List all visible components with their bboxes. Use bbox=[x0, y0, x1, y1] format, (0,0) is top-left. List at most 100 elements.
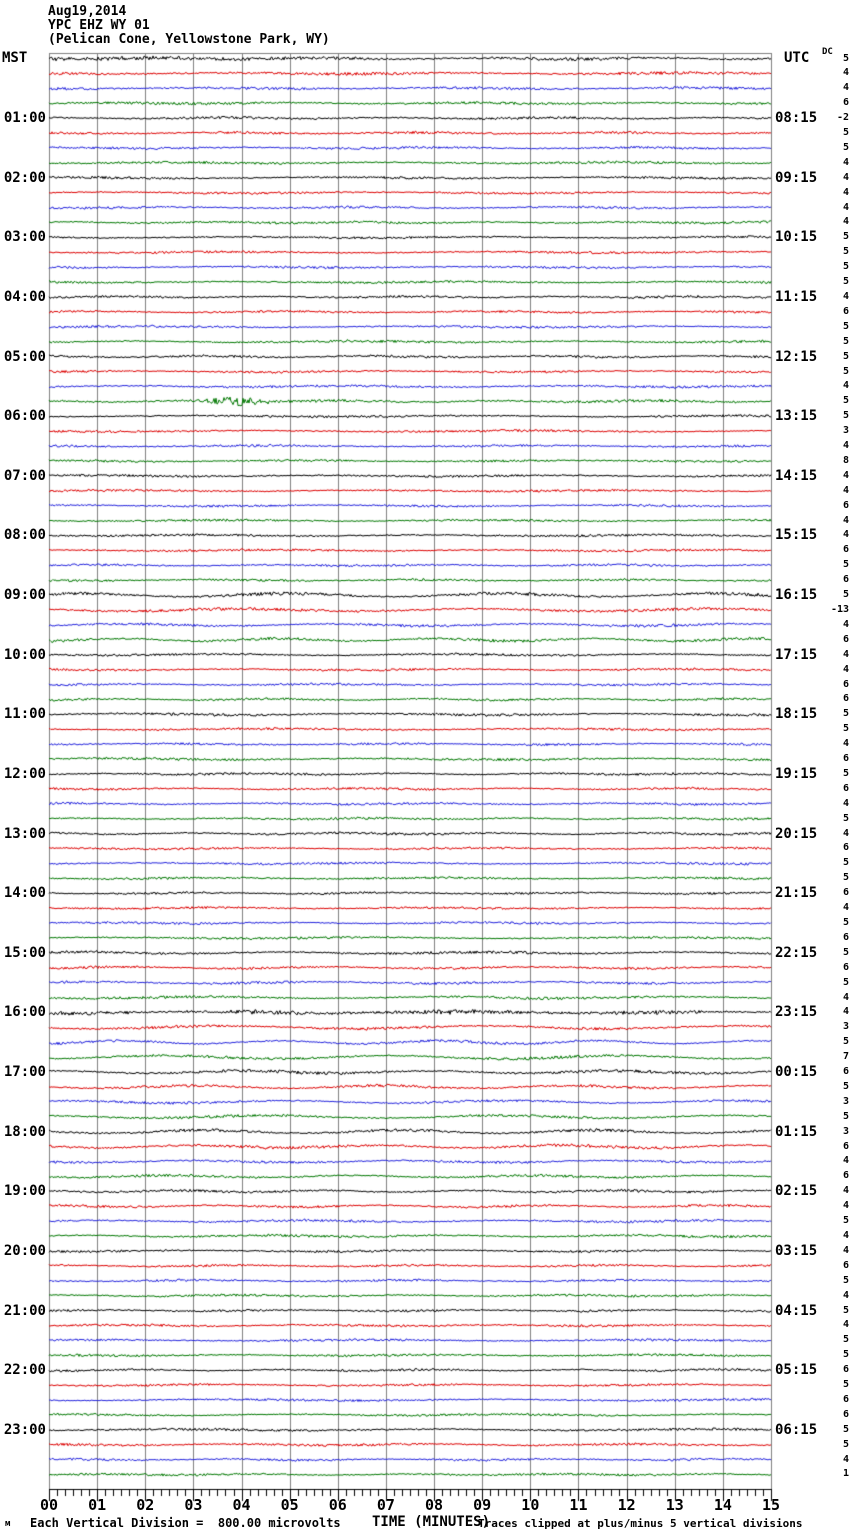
dc-value: 5 bbox=[842, 276, 849, 288]
utc-hour-label: 17:15 bbox=[775, 646, 818, 663]
x-axis-tick-label: 07 bbox=[376, 1496, 395, 1514]
mst-hour-label: 18:00 bbox=[3, 1123, 46, 1140]
mst-hour-label: 09:00 bbox=[3, 587, 46, 604]
mst-hour-label: 23:00 bbox=[3, 1421, 46, 1438]
x-axis-tick-label: 00 bbox=[39, 1496, 59, 1514]
dc-value: 4 bbox=[842, 440, 849, 452]
dc-value: 6 bbox=[842, 887, 849, 899]
utc-hour-label: 01:15 bbox=[775, 1123, 818, 1140]
dc-value: 4 bbox=[842, 469, 849, 481]
dc-value: 5 bbox=[842, 1036, 849, 1048]
dc-value: 4 bbox=[842, 82, 849, 94]
utc-hour-label: 14:15 bbox=[775, 467, 818, 484]
dc-value: 4 bbox=[842, 1319, 849, 1331]
mst-hour-label: 10:00 bbox=[3, 646, 46, 663]
mst-hour-label: 12:00 bbox=[3, 765, 46, 782]
dc-value: 4 bbox=[842, 648, 849, 660]
dc-value: 3 bbox=[842, 1095, 849, 1107]
utc-hour-label: 06:15 bbox=[775, 1421, 818, 1438]
clip-note: Traces clipped at plus/minus 5 vertical … bbox=[478, 1517, 803, 1530]
dc-value: 4 bbox=[842, 1185, 849, 1197]
x-axis-tick-label: 15 bbox=[761, 1496, 781, 1514]
mst-hour-label: 15:00 bbox=[3, 944, 46, 961]
dc-value: 6 bbox=[842, 1364, 849, 1376]
x-axis-tick-label: 04 bbox=[232, 1496, 251, 1514]
mst-hour-label: 11:00 bbox=[3, 706, 46, 723]
dc-value: 5 bbox=[842, 812, 849, 824]
dc-value: 5 bbox=[842, 857, 849, 869]
dc-value: 6 bbox=[842, 1140, 849, 1152]
mst-hour-label: 04:00 bbox=[3, 288, 46, 305]
x-axis-tick-label: 08 bbox=[425, 1496, 444, 1514]
x-axis-tick-label: 12 bbox=[617, 1496, 636, 1514]
dc-value: 4 bbox=[842, 991, 849, 1003]
mst-hour-label: 05:00 bbox=[3, 348, 46, 365]
utc-hour-label: 09:15 bbox=[775, 169, 818, 186]
dc-value: 4 bbox=[842, 216, 849, 228]
dc-value: 3 bbox=[842, 425, 849, 437]
dc-value: 1 bbox=[842, 1468, 849, 1480]
mst-hour-label: 06:00 bbox=[3, 408, 46, 425]
dc-value: 7 bbox=[842, 1051, 849, 1063]
dc-value: 6 bbox=[842, 1259, 849, 1271]
dc-value: -2 bbox=[836, 112, 849, 124]
dc-value: 6 bbox=[842, 1408, 849, 1420]
dc-value: 6 bbox=[842, 678, 849, 690]
mst-hour-label: 16:00 bbox=[3, 1004, 46, 1021]
dc-value: 5 bbox=[842, 723, 849, 735]
dc-value: 6 bbox=[842, 753, 849, 765]
dc-value: 5 bbox=[842, 350, 849, 362]
dc-value: 6 bbox=[842, 693, 849, 705]
x-axis-tick-label: 09 bbox=[473, 1496, 492, 1514]
utc-hour-label: 10:15 bbox=[775, 229, 818, 246]
utc-hour-label: 16:15 bbox=[775, 587, 818, 604]
dc-value: 5 bbox=[842, 395, 849, 407]
left-timezone-label: MST bbox=[2, 50, 28, 66]
mst-hour-label: 14:00 bbox=[3, 885, 46, 902]
dc-value: 4 bbox=[842, 156, 849, 168]
dc-value: 5 bbox=[842, 320, 849, 332]
dc-value: 6 bbox=[842, 97, 849, 109]
dc-value: 4 bbox=[842, 1200, 849, 1212]
dc-value: 4 bbox=[842, 1229, 849, 1241]
dc-value: 5 bbox=[842, 976, 849, 988]
dc-value: 5 bbox=[842, 127, 849, 139]
dc-value: 6 bbox=[842, 1393, 849, 1405]
mst-hour-label: 19:00 bbox=[3, 1183, 46, 1200]
dc-value: 5 bbox=[842, 946, 849, 958]
dc-value: 4 bbox=[842, 1006, 849, 1018]
dc-value: 5 bbox=[842, 1215, 849, 1227]
utc-hour-label: 23:15 bbox=[775, 1004, 818, 1021]
dc-value: 5 bbox=[842, 1334, 849, 1346]
utc-hour-label: 15:15 bbox=[775, 527, 818, 544]
scale-note: Each Vertical Division = 800.00 microvol… bbox=[30, 1516, 341, 1530]
dc-value: 6 bbox=[842, 499, 849, 511]
dc-value: 4 bbox=[842, 380, 849, 392]
dc-value: 8 bbox=[842, 454, 849, 466]
dc-value: 4 bbox=[842, 902, 849, 914]
mst-hour-label: 07:00 bbox=[3, 467, 46, 484]
dc-value: 4 bbox=[842, 186, 849, 198]
x-axis-tick-label: 05 bbox=[280, 1496, 299, 1514]
dc-value: 5 bbox=[842, 916, 849, 928]
title-station: YPC EHZ WY 01 bbox=[48, 18, 150, 33]
dc-value: 4 bbox=[842, 201, 849, 213]
dc-value: 4 bbox=[842, 1289, 849, 1301]
dc-value: 4 bbox=[842, 529, 849, 541]
utc-hour-label: 19:15 bbox=[775, 765, 818, 782]
dc-value: 4 bbox=[842, 171, 849, 183]
mst-hour-label: 08:00 bbox=[3, 527, 46, 544]
dc-value: 5 bbox=[842, 1379, 849, 1391]
dc-value: 6 bbox=[842, 1066, 849, 1078]
dc-value: 5 bbox=[842, 365, 849, 377]
dc-value: 6 bbox=[842, 574, 849, 586]
dc-value: 6 bbox=[842, 931, 849, 943]
x-axis-tick-label: 13 bbox=[665, 1496, 684, 1514]
title-date: Aug19,2014 bbox=[48, 4, 127, 19]
utc-hour-label: 05:15 bbox=[775, 1362, 818, 1379]
utc-hour-label: 11:15 bbox=[775, 288, 818, 305]
dc-value: 5 bbox=[842, 1274, 849, 1286]
dc-value: 4 bbox=[842, 514, 849, 526]
utc-hour-label: 21:15 bbox=[775, 885, 818, 902]
dc-value: 6 bbox=[842, 782, 849, 794]
